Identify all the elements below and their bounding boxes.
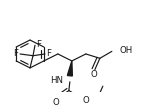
Text: F: F (14, 50, 18, 59)
Text: O: O (90, 70, 97, 79)
Text: O: O (82, 96, 89, 105)
Text: OH: OH (120, 46, 133, 55)
Polygon shape (67, 61, 72, 76)
Text: F: F (46, 50, 51, 59)
Text: HN: HN (50, 76, 63, 85)
Text: F: F (36, 40, 42, 49)
Text: O: O (52, 98, 59, 106)
